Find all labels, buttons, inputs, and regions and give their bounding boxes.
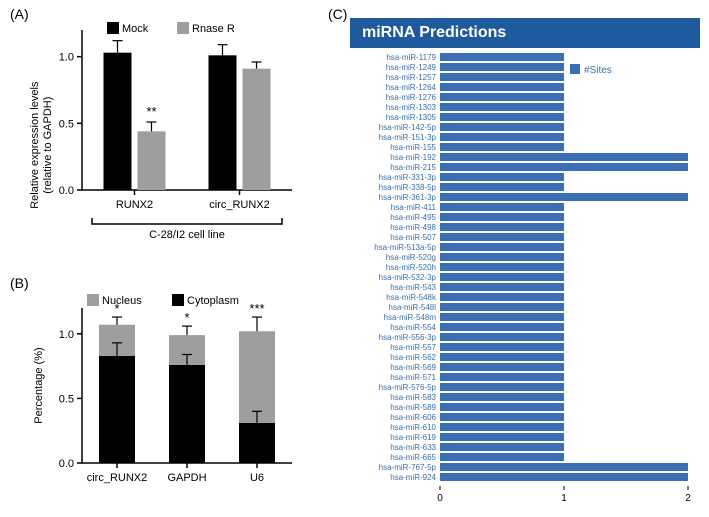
svg-text:hsa-miR-562: hsa-miR-562 <box>390 353 436 362</box>
svg-text:U6: U6 <box>250 472 264 484</box>
svg-text:hsa-miR-548m: hsa-miR-548m <box>384 313 437 322</box>
svg-text:1.0: 1.0 <box>59 52 74 64</box>
svg-text:Percentage (%): Percentage (%) <box>33 347 45 423</box>
svg-text:hsa-miR-192: hsa-miR-192 <box>390 153 436 162</box>
svg-text:C-28/I2 cell line: C-28/I2 cell line <box>149 229 225 241</box>
svg-text:hsa-miR-767-5p: hsa-miR-767-5p <box>379 463 437 472</box>
svg-text:hsa-miR-151-3p: hsa-miR-151-3p <box>379 133 437 142</box>
svg-text:hsa-miR-548l: hsa-miR-548l <box>388 303 436 312</box>
svg-text:hsa-miR-1276: hsa-miR-1276 <box>386 93 437 102</box>
svg-text:hsa-miR-532-3p: hsa-miR-532-3p <box>379 273 437 282</box>
svg-text:(relative to GAPDH): (relative to GAPDH) <box>42 97 54 194</box>
svg-text:hsa-miR-1179: hsa-miR-1179 <box>386 53 436 62</box>
svg-text:GAPDH: GAPDH <box>167 472 206 484</box>
svg-text:hsa-miR-361-3p: hsa-miR-361-3p <box>379 193 437 202</box>
svg-text:Rnase R: Rnase R <box>192 23 235 35</box>
svg-text:circ_RUNX2: circ_RUNX2 <box>87 472 148 484</box>
svg-text:*: * <box>114 301 119 316</box>
svg-text:Mock: Mock <box>122 23 149 35</box>
svg-text:0.5: 0.5 <box>59 393 74 405</box>
svg-text:hsa-miR-411: hsa-miR-411 <box>391 203 437 212</box>
svg-text:hsa-miR-548k: hsa-miR-548k <box>386 293 437 302</box>
svg-text:hsa-miR-606: hsa-miR-606 <box>390 413 436 422</box>
svg-text:0: 0 <box>437 493 443 504</box>
svg-text:hsa-miR-1264: hsa-miR-1264 <box>386 83 437 92</box>
svg-text:Nucleus: Nucleus <box>102 295 142 307</box>
svg-text:circ_RUNX2: circ_RUNX2 <box>209 199 270 211</box>
svg-text:hsa-miR-576-5p: hsa-miR-576-5p <box>379 383 437 392</box>
svg-text:hsa-miR-543: hsa-miR-543 <box>390 283 436 292</box>
svg-text:hsa-miR-155: hsa-miR-155 <box>390 143 436 152</box>
svg-text:***: *** <box>249 301 264 316</box>
svg-text:hsa-miR-513a-5p: hsa-miR-513a-5p <box>374 243 436 252</box>
panel-c-chart: #Siteshsa-miR-1179hsa-miR-1249hsa-miR-12… <box>345 48 705 513</box>
svg-text:hsa-miR-924: hsa-miR-924 <box>390 473 436 482</box>
svg-text:Relative expression levels: Relative expression levels <box>29 81 41 209</box>
panel-b-label: (B) <box>10 275 29 291</box>
svg-text:hsa-miR-338-5p: hsa-miR-338-5p <box>379 183 437 192</box>
svg-text:hsa-miR-215: hsa-miR-215 <box>390 163 436 172</box>
svg-text:hsa-miR-589: hsa-miR-589 <box>390 403 436 412</box>
svg-text:0.5: 0.5 <box>59 118 74 130</box>
panel-c-label: (C) <box>328 6 347 22</box>
svg-text:hsa-miR-507: hsa-miR-507 <box>390 233 436 242</box>
svg-text:hsa-miR-554: hsa-miR-554 <box>390 323 436 332</box>
svg-text:hsa-miR-571: hsa-miR-571 <box>390 373 436 382</box>
svg-text:#Sites: #Sites <box>584 65 612 76</box>
svg-text:hsa-miR-495: hsa-miR-495 <box>390 213 436 222</box>
svg-text:RUNX2: RUNX2 <box>116 199 153 211</box>
panel-b-chart: 0.0 0.5 1.0 Percentage (%) Nucleus Cytoplasm *… <box>20 290 320 510</box>
panel-a-chart: 0.0 0.5 1.0 Relative expression levels(rela… <box>20 18 320 253</box>
svg-text:1: 1 <box>561 493 567 504</box>
svg-text:hsa-miR-142-5p: hsa-miR-142-5p <box>379 123 437 132</box>
mirna-header: miRNA Predictions <box>350 18 700 48</box>
svg-text:hsa-miR-331-3p: hsa-miR-331-3p <box>379 173 437 182</box>
svg-text:0.0: 0.0 <box>59 458 74 470</box>
svg-text:hsa-miR-583: hsa-miR-583 <box>390 393 436 402</box>
svg-text:hsa-miR-1249: hsa-miR-1249 <box>386 63 437 72</box>
svg-text:0.0: 0.0 <box>59 185 74 197</box>
svg-text:hsa-miR-498: hsa-miR-498 <box>390 223 436 232</box>
svg-text:hsa-miR-665: hsa-miR-665 <box>390 453 436 462</box>
svg-text:hsa-miR-569: hsa-miR-569 <box>390 363 436 372</box>
svg-text:hsa-miR-1257: hsa-miR-1257 <box>386 73 437 82</box>
svg-text:hsa-miR-557: hsa-miR-557 <box>390 343 436 352</box>
svg-text:hsa-miR-610: hsa-miR-610 <box>390 423 436 432</box>
svg-text:hsa-miR-633: hsa-miR-633 <box>390 443 436 452</box>
svg-text:*: * <box>184 310 189 325</box>
svg-text:hsa-miR-520g: hsa-miR-520g <box>386 253 436 262</box>
svg-text:hsa-miR-520h: hsa-miR-520h <box>386 263 436 272</box>
svg-text:hsa-miR-619: hsa-miR-619 <box>390 433 436 442</box>
svg-text:2: 2 <box>685 493 691 504</box>
svg-text:hsa-miR-556-3p: hsa-miR-556-3p <box>379 333 437 342</box>
svg-text:1.0: 1.0 <box>59 329 74 341</box>
svg-text:hsa-miR-1303: hsa-miR-1303 <box>386 103 437 112</box>
svg-text:Cytoplasm: Cytoplasm <box>187 295 239 307</box>
svg-text:**: ** <box>146 104 156 119</box>
svg-text:hsa-miR-1305: hsa-miR-1305 <box>386 113 437 122</box>
